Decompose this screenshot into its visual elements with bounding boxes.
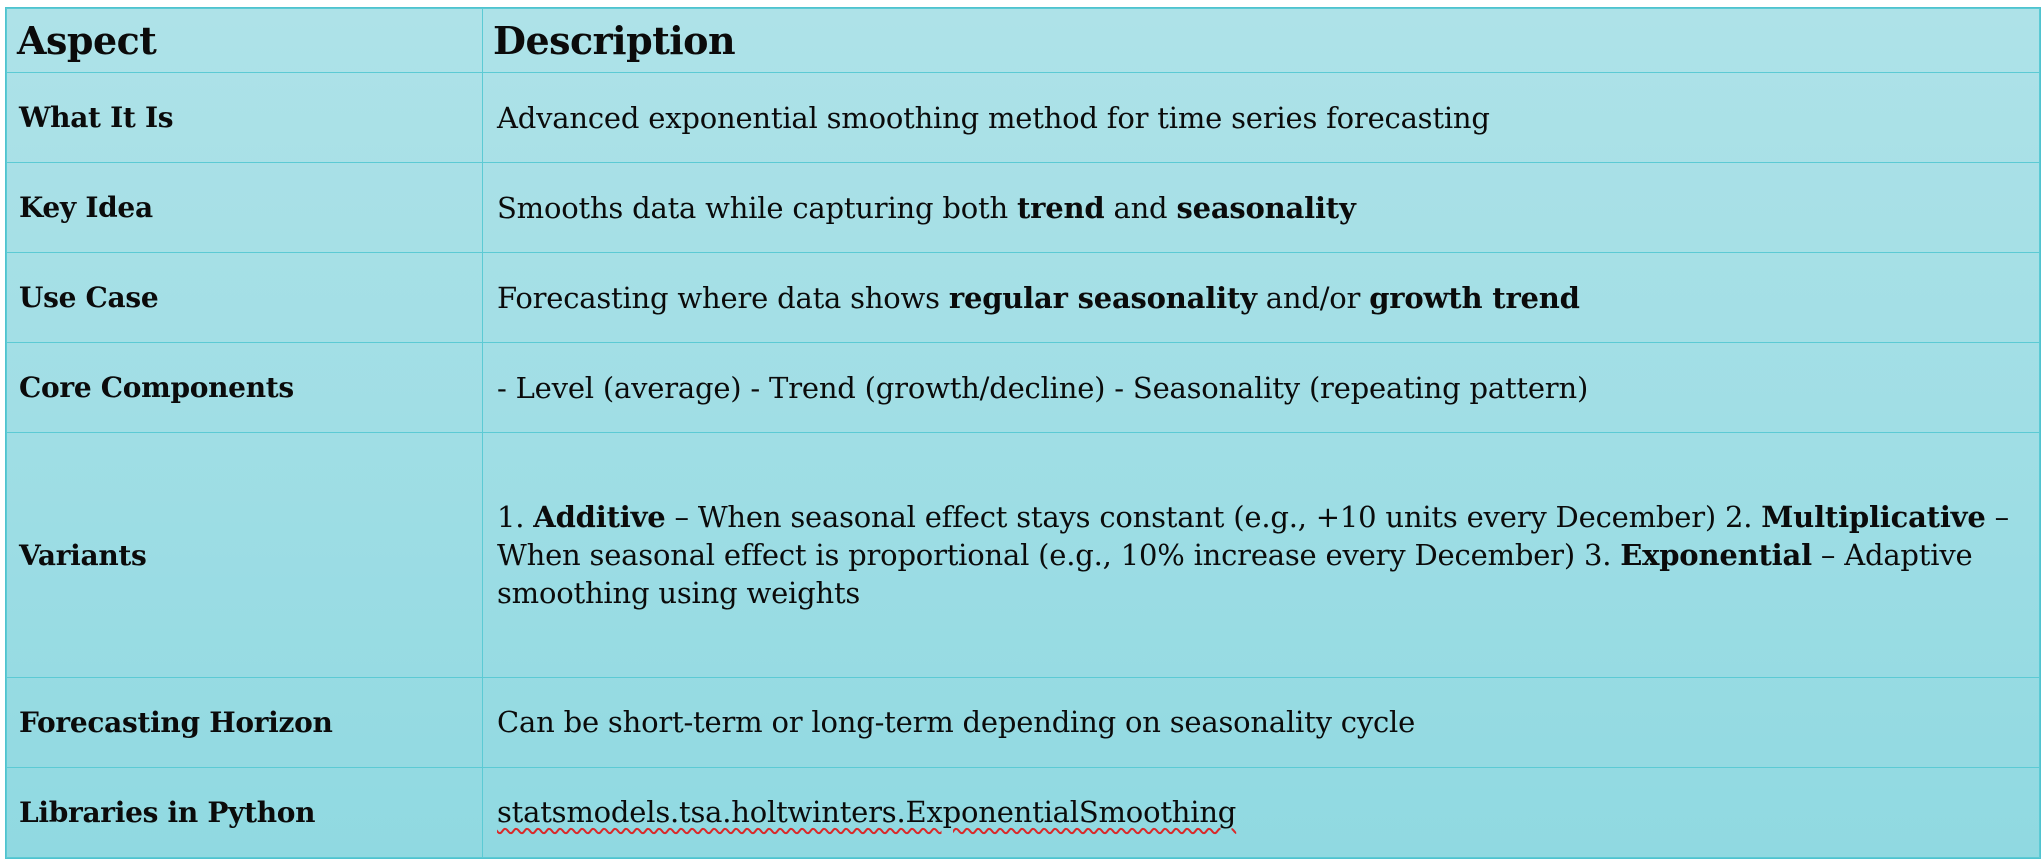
text-run: 1. [497, 500, 534, 535]
description-cell: Forecasting where data shows regular sea… [482, 252, 2040, 344]
table-row: Libraries in Python statsmodels.tsa.holt… [6, 766, 2040, 859]
text-run: Advanced exponential smoothing method fo… [497, 100, 1490, 135]
aspect-cell: Key Idea [6, 162, 483, 254]
text-run: – When seasonal effect is proportional (… [497, 500, 2009, 573]
text-run: statsmodels.tsa.holtwinters.ExponentialS… [497, 795, 1237, 830]
text-run: – When seasonal effect stays constant (e… [665, 500, 1762, 535]
text-run: Smooths data while capturing both [497, 190, 1017, 225]
text-run: and/or [1256, 280, 1370, 315]
aspect-cell: Forecasting Horizon [6, 676, 483, 768]
aspect-cell: Variants [6, 432, 483, 678]
description-cell: 1. Additive – When seasonal effect stays… [482, 432, 2040, 678]
bold-text-run: Multiplicative [1761, 500, 1986, 535]
aspect-cell: Core Components [6, 342, 483, 434]
bold-text-run: Additive [533, 500, 666, 535]
header-row: Aspect Description [6, 8, 2040, 73]
header-aspect: Aspect [6, 8, 483, 73]
table-row: What It Is Advanced exponential smoothin… [6, 71, 2040, 164]
bold-text-run: growth trend [1369, 280, 1580, 315]
table-row: Key Idea Smooths data while capturing bo… [6, 162, 2040, 254]
header-description: Description [482, 8, 2040, 73]
table-row: Forecasting Horizon Can be short-term or… [6, 676, 2040, 768]
text-run: Can be short-term or long-term depending… [497, 705, 1416, 740]
table-row: Core Components - Level (average) - Tren… [6, 342, 2040, 434]
text-run: and [1104, 190, 1177, 225]
holt-winters-table: Aspect Description What It Is Advanced e… [6, 8, 2040, 859]
bold-text-run: Exponential [1620, 538, 1812, 573]
bold-text-run: trend [1016, 190, 1105, 225]
description-cell: Advanced exponential smoothing method fo… [482, 71, 2040, 164]
aspect-cell: Use Case [6, 252, 483, 344]
aspect-cell: What It Is [6, 71, 483, 164]
description-cell: statsmodels.tsa.holtwinters.ExponentialS… [482, 766, 2040, 859]
text-run: - Level (average) - Trend (growth/declin… [497, 370, 1589, 405]
table-frame: Aspect Description What It Is Advanced e… [5, 7, 2041, 859]
bold-text-run: regular seasonality [948, 280, 1257, 315]
bold-text-run: seasonality [1176, 190, 1356, 225]
text-run: Forecasting where data shows [497, 280, 949, 315]
table-row: Use Case Forecasting where data shows re… [6, 252, 2040, 344]
text-run: – Adaptive smoothing using weights [497, 538, 1973, 611]
description-cell: - Level (average) - Trend (growth/declin… [482, 342, 2040, 434]
aspect-cell: Libraries in Python [6, 766, 483, 859]
description-cell: Smooths data while capturing both trend … [482, 162, 2040, 254]
description-cell: Can be short-term or long-term depending… [482, 676, 2040, 768]
table-row: Variants 1. Additive – When seasonal eff… [6, 432, 2040, 678]
